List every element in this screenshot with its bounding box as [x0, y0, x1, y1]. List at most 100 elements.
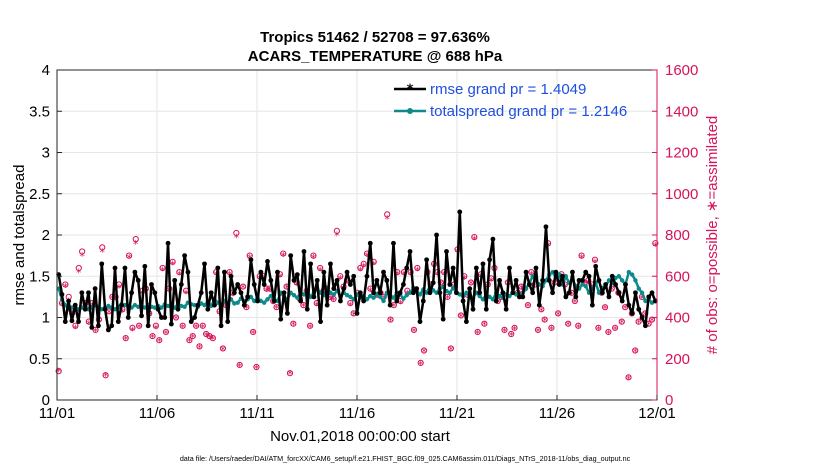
- obs-possible-marker: [511, 324, 518, 331]
- rmse-point: [132, 269, 138, 275]
- rmse-point: [308, 261, 313, 267]
- obs-possible-marker: [618, 318, 625, 325]
- rmse-point: [235, 282, 241, 287]
- rmse-point: [457, 209, 463, 215]
- spread-point: [232, 301, 237, 306]
- obs-possible-marker: [347, 299, 354, 307]
- rmse-point: [483, 306, 489, 312]
- rmse-point: [271, 298, 277, 304]
- obs-assimilated-marker: *: [569, 288, 575, 301]
- obs-possible-marker: [129, 324, 136, 331]
- spread-point: [626, 269, 632, 275]
- obs-assimilated-marker: *: [307, 321, 313, 334]
- spread-point: [563, 274, 569, 279]
- x-tick-label: 11/16: [339, 405, 375, 422]
- obs-assimilated-marker: *: [344, 277, 350, 290]
- rmse-point: [142, 263, 148, 269]
- y-tick-label: 0: [42, 392, 50, 409]
- obs-assimilated-marker: *: [361, 260, 367, 273]
- obs-assimilated-marker: *: [234, 232, 240, 245]
- rmse-point: [245, 294, 251, 300]
- obs-possible-marker: [578, 252, 585, 259]
- y-tick-label: 4: [42, 62, 50, 79]
- rmse-point: [427, 290, 433, 296]
- rmse-point: [251, 282, 257, 287]
- rmse-point: [580, 277, 585, 283]
- obs-possible-marker: [196, 343, 203, 350]
- obs-assimilated-marker: *: [76, 267, 82, 280]
- spread-point: [202, 302, 207, 308]
- obs-possible-marker: [249, 328, 257, 336]
- rmse-point: [546, 277, 552, 283]
- obs-assimilated-marker: *: [250, 327, 256, 340]
- rmse-point: [178, 282, 184, 287]
- obs-possible-marker: [306, 322, 314, 329]
- rmse-point: [135, 277, 141, 283]
- rmse-point: [629, 310, 635, 316]
- rmse-point: [205, 306, 211, 312]
- obs-possible-marker: [632, 347, 639, 354]
- spread-point: [179, 303, 184, 309]
- y-tick-label: 1: [42, 310, 50, 327]
- obs-possible-marker: [169, 258, 176, 265]
- rmse-point: [619, 298, 625, 304]
- obs-possible-marker: [162, 328, 170, 336]
- rmse-point: [566, 290, 572, 296]
- rmse-point: [646, 294, 652, 300]
- rmse-point: [361, 298, 367, 304]
- obs-assimilated-marker: *: [193, 321, 199, 334]
- rmse-point: [76, 319, 81, 325]
- rmse-point: [633, 290, 638, 296]
- obs-assimilated-marker: *: [274, 303, 280, 316]
- obs-assimilated-marker: *: [244, 303, 250, 316]
- rmse-point: [218, 323, 224, 329]
- obs-assimilated-marker: *: [415, 265, 421, 278]
- obs-possible-marker: [125, 252, 133, 259]
- rmse-point: [556, 282, 562, 287]
- obs-possible-marker: [79, 248, 86, 255]
- obs-assimilated-marker: *: [374, 290, 380, 303]
- obs-possible-marker: [481, 320, 488, 327]
- rmse-point: [149, 282, 154, 287]
- obs-assimilated-marker: *: [126, 252, 132, 265]
- obs-possible-marker: [420, 347, 428, 354]
- obs-assimilated-marker: *: [518, 282, 524, 295]
- rmse-point: [62, 319, 68, 325]
- obs-possible-marker: [189, 332, 196, 340]
- rmse-point: [301, 249, 307, 254]
- obs-assimilated-marker: *: [475, 327, 481, 340]
- rmse-point: [490, 236, 496, 242]
- rmse-point: [434, 232, 439, 238]
- y2-tick-label: 1600: [665, 62, 698, 79]
- y-tick-label: 3: [42, 145, 50, 162]
- obs-assimilated-marker: *: [277, 271, 283, 284]
- rmse-point: [59, 292, 65, 297]
- obs-possible-marker: [595, 324, 602, 331]
- rmse-point: [599, 290, 605, 296]
- obs-assimilated-marker: *: [133, 238, 139, 251]
- obs-possible-marker: [102, 372, 109, 379]
- rmse-point: [215, 265, 221, 271]
- rmse-point: [357, 290, 363, 296]
- obs-possible-marker: [601, 304, 609, 311]
- rmse-point: [447, 282, 453, 287]
- spread-point: [252, 298, 257, 304]
- obs-possible-marker: [612, 324, 619, 331]
- obs-assimilated-marker: *: [371, 258, 377, 271]
- rmse-point: [391, 240, 396, 246]
- obs-assimilated-marker: *: [542, 315, 548, 328]
- spread-point: [248, 294, 254, 300]
- obs-assimilated-marker: *: [384, 213, 390, 226]
- spread-point: [99, 307, 104, 312]
- obs-assimilated-marker: *: [86, 318, 92, 331]
- rmse-point: [86, 290, 91, 296]
- obs-assimilated-marker: *: [106, 307, 112, 320]
- spread-point: [235, 300, 240, 305]
- obs-assimilated-marker: *: [150, 332, 156, 345]
- rmse-point: [99, 261, 105, 267]
- rmse-point: [165, 240, 171, 246]
- rmse-point: [649, 290, 655, 296]
- obs-assimilated-marker: *: [458, 311, 464, 324]
- y-tick-label: 2.5: [29, 186, 50, 203]
- rmse-point: [444, 249, 449, 254]
